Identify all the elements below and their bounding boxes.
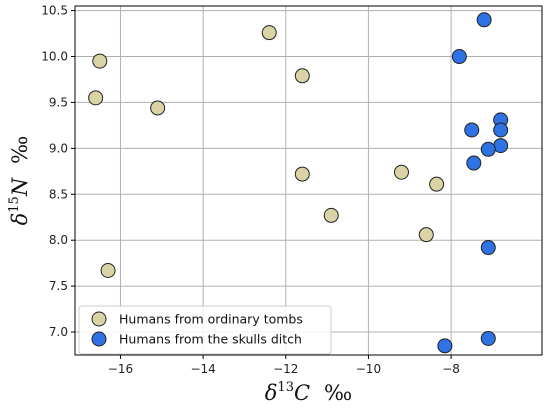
y-axis-label-main: δ (8, 213, 32, 226)
point-skulls-ditch (493, 122, 509, 138)
y-axis-label-unit: ‰ (8, 136, 32, 164)
point-ordinary-tombs (92, 53, 108, 69)
point-skulls-ditch (451, 49, 467, 65)
y-tick-label: 9.0 (49, 141, 68, 155)
x-tick-label: −10 (356, 362, 381, 376)
x-tick-label: −12 (273, 362, 298, 376)
legend-label-skulls-ditch: Humans from the skulls ditch (119, 332, 302, 347)
legend-marker-skulls-ditch (91, 331, 107, 347)
data-points (88, 12, 509, 354)
x-axis-label: δ13C ‰ (265, 380, 352, 405)
x-tick-label: −8 (442, 362, 460, 376)
point-ordinary-tombs (88, 90, 104, 106)
point-ordinary-tombs (150, 100, 166, 116)
point-skulls-ditch (464, 122, 480, 138)
x-tick-label: −16 (108, 362, 133, 376)
point-ordinary-tombs (261, 25, 277, 41)
y-axis-label-sup: 15 (7, 196, 22, 213)
point-ordinary-tombs (418, 227, 434, 243)
point-ordinary-tombs (393, 164, 409, 180)
point-ordinary-tombs (429, 176, 445, 192)
x-axis-label-sup: 13 (277, 380, 294, 395)
point-skulls-ditch (480, 141, 496, 157)
y-tick-label: 10.0 (41, 50, 68, 64)
point-ordinary-tombs (323, 207, 339, 223)
x-axis-label-unit: ‰ (324, 381, 352, 405)
legend: Humans from ordinary tombs Humans from t… (78, 305, 332, 355)
y-axis-label-symbol: N (8, 177, 32, 197)
y-tick-label: 9.5 (49, 95, 68, 109)
y-axis-ticks: 7.0 7.5 8.0 8.5 9.0 9.5 10.0 10.5 (41, 4, 75, 339)
point-skulls-ditch (480, 330, 496, 346)
y-tick-label: 8.0 (49, 233, 68, 247)
point-skulls-ditch (476, 12, 492, 28)
x-axis-ticks: −16 −14 −12 −10 −8 (108, 355, 460, 376)
point-skulls-ditch (480, 240, 496, 256)
point-ordinary-tombs (294, 166, 310, 182)
plot-frame (74, 5, 543, 356)
point-skulls-ditch (437, 338, 453, 354)
y-axis-label: δ15N ‰ (7, 136, 32, 226)
y-tick-label: 8.5 (49, 187, 68, 201)
point-skulls-ditch (493, 138, 509, 154)
y-tick-label: 7.0 (49, 325, 68, 339)
x-axis-label-main: δ (265, 381, 278, 405)
legend-marker-ordinary-tombs (91, 311, 107, 327)
y-tick-label: 7.5 (49, 279, 68, 293)
legend-label-ordinary-tombs: Humans from ordinary tombs (119, 312, 303, 327)
x-axis-label-symbol: C (294, 381, 310, 405)
point-ordinary-tombs (100, 263, 116, 279)
point-ordinary-tombs (294, 68, 310, 84)
point-skulls-ditch (466, 155, 482, 171)
grid-lines (75, 6, 542, 355)
y-tick-label: 10.5 (41, 4, 68, 18)
legend-box (78, 305, 332, 355)
x-tick-label: −14 (190, 362, 215, 376)
